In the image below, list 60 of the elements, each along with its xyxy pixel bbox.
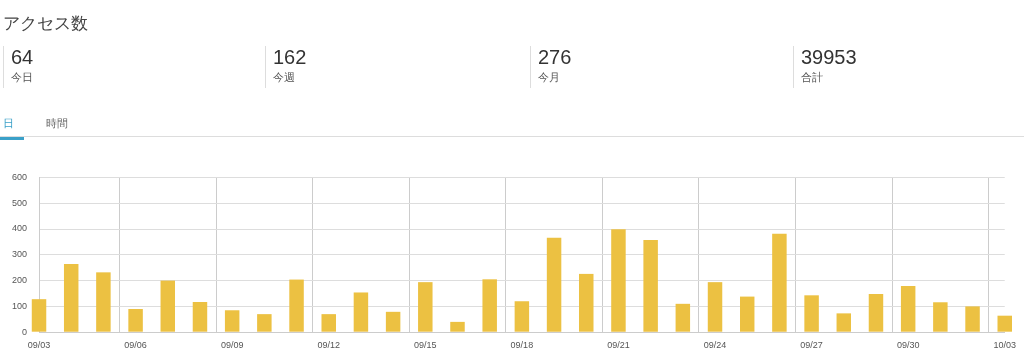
y-tick-label: 400 [11, 223, 28, 234]
bar [739, 296, 755, 332]
bar [385, 311, 401, 332]
bar [160, 280, 176, 332]
bar [546, 237, 562, 332]
bar [836, 313, 852, 332]
text: 時間 [46, 116, 68, 131]
bar [31, 299, 47, 332]
bar [997, 315, 1012, 332]
x-tick-label: 09/21 [607, 340, 630, 351]
bar [707, 282, 723, 332]
bar [804, 295, 819, 332]
bar [579, 273, 594, 332]
text: 276 [538, 46, 572, 68]
bar [96, 272, 111, 332]
bar [643, 240, 658, 332]
x-tick-label: 10/03 [993, 340, 1016, 351]
x-tick-label: 09/12 [317, 340, 340, 351]
bar [611, 229, 626, 332]
bar [772, 233, 787, 332]
bar [321, 314, 336, 332]
bar [289, 279, 304, 332]
text: 今月 [538, 70, 561, 85]
bar [675, 303, 691, 332]
text: 合計 [801, 70, 824, 85]
bar [192, 302, 208, 332]
bar [933, 302, 948, 332]
bar [514, 301, 530, 332]
y-tick-label: 300 [11, 249, 28, 260]
bar [450, 321, 465, 332]
chart-title: アクセス数 [3, 13, 88, 35]
y-tick-label: 500 [11, 197, 28, 208]
text: 今日 [11, 70, 34, 85]
x-tick-label: 09/15 [414, 340, 437, 351]
text: 今週 [273, 70, 296, 85]
bar [63, 264, 79, 332]
bar [418, 282, 433, 332]
text: 39953 [801, 46, 857, 68]
x-tick-label: 09/06 [124, 340, 147, 351]
x-tick-label: 09/03 [27, 340, 51, 351]
x-tick-label: 09/09 [220, 340, 244, 351]
bar [965, 306, 980, 332]
bar [482, 279, 497, 332]
bar [868, 294, 884, 332]
y-tick-label: 0 [22, 326, 28, 337]
bar [224, 310, 240, 332]
bar [257, 314, 272, 332]
text: 64 [11, 46, 34, 68]
x-tick-label: 09/18 [510, 340, 534, 351]
text: 日 [0, 116, 24, 140]
bar [900, 286, 916, 332]
y-tick-label: 200 [11, 275, 28, 286]
text: 162 [273, 46, 307, 68]
x-tick-label: 09/30 [896, 340, 920, 351]
y-tick-label: 600 [11, 171, 28, 182]
bar [128, 308, 143, 332]
bar [353, 292, 369, 332]
x-tick-label: 09/27 [800, 340, 823, 351]
x-tick-label: 09/24 [703, 340, 727, 351]
y-tick-label: 100 [11, 300, 28, 311]
